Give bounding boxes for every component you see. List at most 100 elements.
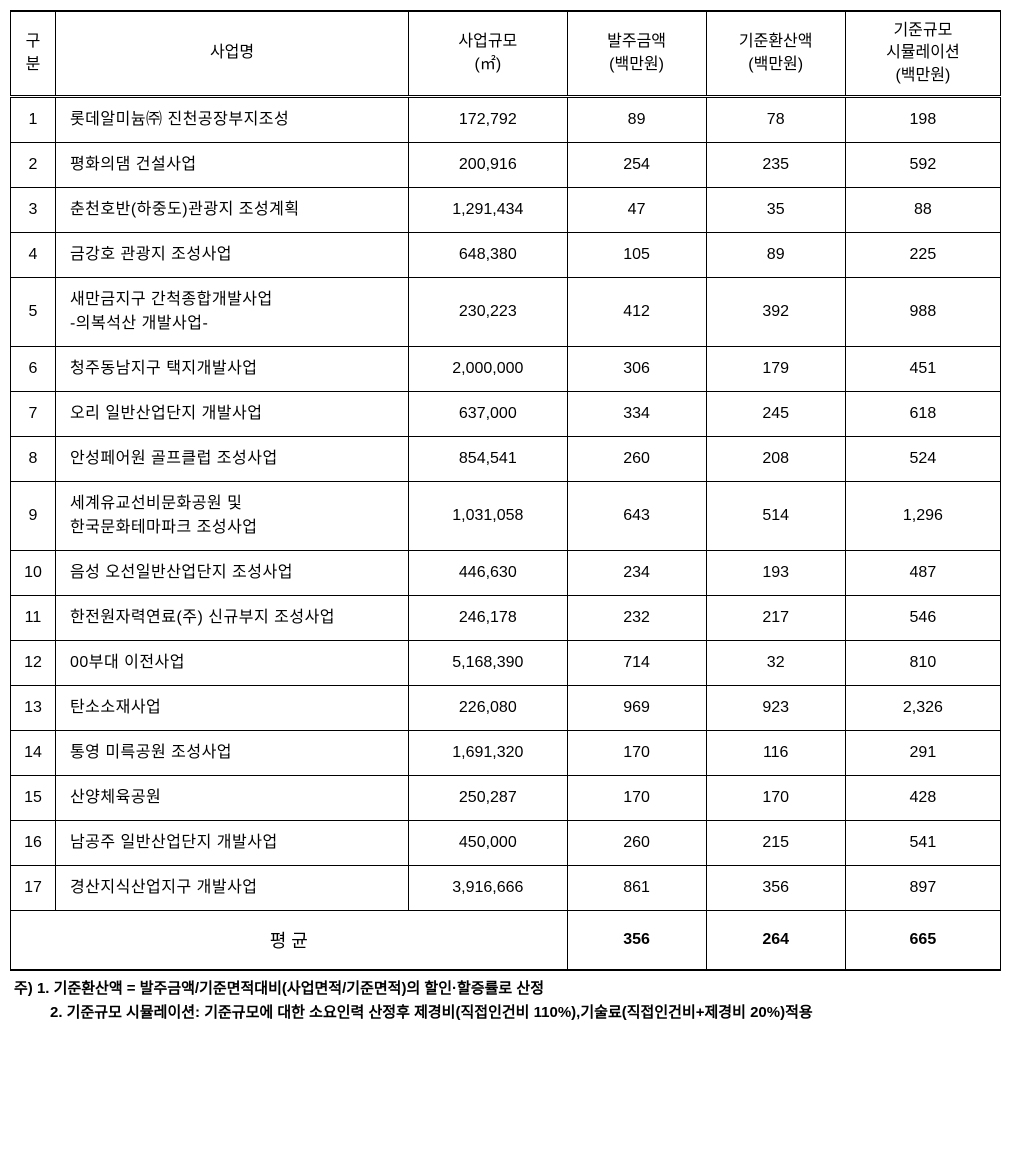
row-order: 412 bbox=[567, 278, 706, 347]
row-sim: 487 bbox=[845, 551, 1000, 596]
row-num: 10 bbox=[11, 551, 56, 596]
row-scale: 648,380 bbox=[409, 233, 567, 278]
row-num: 9 bbox=[11, 482, 56, 551]
row-order: 306 bbox=[567, 347, 706, 392]
row-sim: 524 bbox=[845, 437, 1000, 482]
row-conv: 179 bbox=[706, 347, 845, 392]
header-order: 발주금액(백만원) bbox=[567, 11, 706, 97]
row-conv: 235 bbox=[706, 143, 845, 188]
table-row: 1롯데알미늄㈜ 진천공장부지조성172,7928978198 bbox=[11, 97, 1001, 143]
row-num: 11 bbox=[11, 596, 56, 641]
row-name: 산양체육공원 bbox=[55, 776, 408, 821]
row-conv: 35 bbox=[706, 188, 845, 233]
row-name: 세계유교선비문화공원 및한국문화테마파크 조성사업 bbox=[55, 482, 408, 551]
row-num: 12 bbox=[11, 641, 56, 686]
row-num: 8 bbox=[11, 437, 56, 482]
row-conv: 78 bbox=[706, 97, 845, 143]
row-conv: 392 bbox=[706, 278, 845, 347]
row-scale: 5,168,390 bbox=[409, 641, 567, 686]
table-row: 1200부대 이전사업5,168,39071432810 bbox=[11, 641, 1001, 686]
row-sim: 1,296 bbox=[845, 482, 1000, 551]
row-order: 105 bbox=[567, 233, 706, 278]
row-num: 2 bbox=[11, 143, 56, 188]
row-name: 한전원자력연료(주) 신규부지 조성사업 bbox=[55, 596, 408, 641]
footnotes: 주) 1. 기준환산액 = 발주금액/기준면적대비(사업면적/기준면적)의 할인… bbox=[10, 977, 1001, 1025]
row-order: 643 bbox=[567, 482, 706, 551]
row-name: 춘천호반(하중도)관광지 조성계획 bbox=[55, 188, 408, 233]
row-name: 음성 오선일반산업단지 조성사업 bbox=[55, 551, 408, 596]
row-conv: 356 bbox=[706, 866, 845, 911]
row-scale: 446,630 bbox=[409, 551, 567, 596]
header-scale: 사업규모(㎡) bbox=[409, 11, 567, 97]
row-sim: 618 bbox=[845, 392, 1000, 437]
header-sim: 기준규모시뮬레이션(백만원) bbox=[845, 11, 1000, 97]
row-sim: 291 bbox=[845, 731, 1000, 776]
row-num: 1 bbox=[11, 97, 56, 143]
row-scale: 226,080 bbox=[409, 686, 567, 731]
row-name: 탄소소재사업 bbox=[55, 686, 408, 731]
row-scale: 3,916,666 bbox=[409, 866, 567, 911]
row-sim: 546 bbox=[845, 596, 1000, 641]
table-row: 8안성페어원 골프클럽 조성사업854,541260208524 bbox=[11, 437, 1001, 482]
row-conv: 89 bbox=[706, 233, 845, 278]
table-row: 5새만금지구 간척종합개발사업-의복석산 개발사업-230,2234123929… bbox=[11, 278, 1001, 347]
table-row: 14통영 미륵공원 조성사업1,691,320170116291 bbox=[11, 731, 1001, 776]
row-num: 7 bbox=[11, 392, 56, 437]
row-num: 14 bbox=[11, 731, 56, 776]
table-body: 1롯데알미늄㈜ 진천공장부지조성172,79289781982평화의댐 건설사업… bbox=[11, 97, 1001, 971]
row-sim: 451 bbox=[845, 347, 1000, 392]
row-order: 334 bbox=[567, 392, 706, 437]
table-row: 13탄소소재사업226,0809699232,326 bbox=[11, 686, 1001, 731]
row-num: 3 bbox=[11, 188, 56, 233]
row-name: 롯데알미늄㈜ 진천공장부지조성 bbox=[55, 97, 408, 143]
row-sim: 2,326 bbox=[845, 686, 1000, 731]
average-sim: 665 bbox=[845, 911, 1000, 971]
row-conv: 245 bbox=[706, 392, 845, 437]
row-name: 청주동남지구 택지개발사업 bbox=[55, 347, 408, 392]
table-row: 7오리 일반산업단지 개발사업637,000334245618 bbox=[11, 392, 1001, 437]
row-conv: 217 bbox=[706, 596, 845, 641]
row-scale: 200,916 bbox=[409, 143, 567, 188]
row-conv: 215 bbox=[706, 821, 845, 866]
header-conv: 기준환산액(백만원) bbox=[706, 11, 845, 97]
row-num: 17 bbox=[11, 866, 56, 911]
data-table: 구분 사업명 사업규모(㎡) 발주금액(백만원) 기준환산액(백만원) 기준규모… bbox=[10, 10, 1001, 971]
row-sim: 541 bbox=[845, 821, 1000, 866]
row-scale: 172,792 bbox=[409, 97, 567, 143]
row-conv: 923 bbox=[706, 686, 845, 731]
row-conv: 514 bbox=[706, 482, 845, 551]
footnote-1: 주) 1. 기준환산액 = 발주금액/기준면적대비(사업면적/기준면적)의 할인… bbox=[14, 977, 1001, 1001]
header-num: 구분 bbox=[11, 11, 56, 97]
row-scale: 637,000 bbox=[409, 392, 567, 437]
row-order: 254 bbox=[567, 143, 706, 188]
row-num: 4 bbox=[11, 233, 56, 278]
row-order: 232 bbox=[567, 596, 706, 641]
row-sim: 897 bbox=[845, 866, 1000, 911]
row-order: 969 bbox=[567, 686, 706, 731]
row-sim: 810 bbox=[845, 641, 1000, 686]
row-scale: 1,691,320 bbox=[409, 731, 567, 776]
row-scale: 450,000 bbox=[409, 821, 567, 866]
row-conv: 116 bbox=[706, 731, 845, 776]
row-num: 5 bbox=[11, 278, 56, 347]
table-row: 16남공주 일반산업단지 개발사업450,000260215541 bbox=[11, 821, 1001, 866]
row-name: 남공주 일반산업단지 개발사업 bbox=[55, 821, 408, 866]
average-order: 356 bbox=[567, 911, 706, 971]
footnote-2: 2. 기준규모 시뮬레이션: 기준규모에 대한 소요인력 산정후 제경비(직접인… bbox=[14, 1001, 1001, 1025]
table-row: 17경산지식산업지구 개발사업3,916,666861356897 bbox=[11, 866, 1001, 911]
average-conv: 264 bbox=[706, 911, 845, 971]
table-row: 3춘천호반(하중도)관광지 조성계획1,291,434473588 bbox=[11, 188, 1001, 233]
row-order: 170 bbox=[567, 731, 706, 776]
row-name: 통영 미륵공원 조성사업 bbox=[55, 731, 408, 776]
row-num: 15 bbox=[11, 776, 56, 821]
header-row: 구분 사업명 사업규모(㎡) 발주금액(백만원) 기준환산액(백만원) 기준규모… bbox=[11, 11, 1001, 97]
row-scale: 1,031,058 bbox=[409, 482, 567, 551]
row-order: 714 bbox=[567, 641, 706, 686]
row-order: 234 bbox=[567, 551, 706, 596]
table-row: 4금강호 관광지 조성사업648,38010589225 bbox=[11, 233, 1001, 278]
row-name: 경산지식산업지구 개발사업 bbox=[55, 866, 408, 911]
table-row: 6청주동남지구 택지개발사업2,000,000306179451 bbox=[11, 347, 1001, 392]
row-order: 861 bbox=[567, 866, 706, 911]
row-name: 평화의댐 건설사업 bbox=[55, 143, 408, 188]
row-sim: 198 bbox=[845, 97, 1000, 143]
